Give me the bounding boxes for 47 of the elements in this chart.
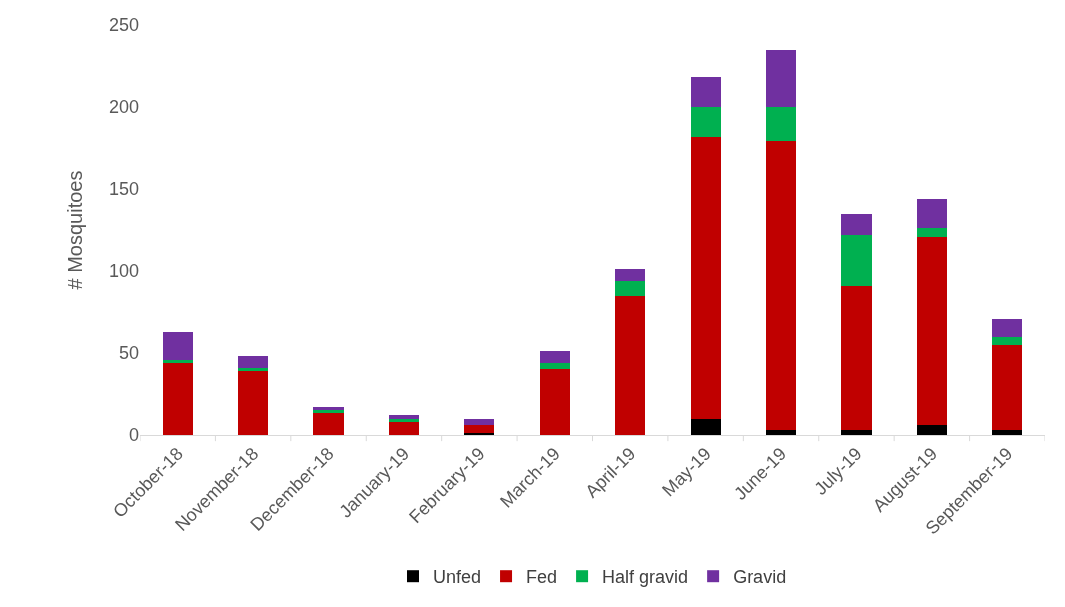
legend-label: Fed [526,567,558,588]
bar [539,351,570,363]
bar [464,425,495,434]
y-tick-label: 250 [108,15,139,36]
bar [992,430,1023,435]
y-tick-label: 50 [118,343,139,364]
bar [313,412,344,435]
y-tick-label: 0 [128,425,139,446]
bar [464,418,495,426]
bar [615,295,646,435]
bar [765,141,797,431]
bar [539,369,570,435]
bar [841,430,872,435]
bar [916,236,947,426]
y-axis-title: # Mosquitoes [64,170,87,290]
bar [238,356,269,368]
y-tick-label: 150 [108,179,139,200]
bar [841,213,872,235]
bar [916,198,947,229]
legend-label: Half gravid [602,567,689,588]
bar [765,430,797,435]
bar [765,49,797,107]
bar [690,77,721,107]
bar [690,136,721,419]
bar [539,362,570,370]
bar [841,285,872,431]
bar [841,234,872,286]
bar [992,344,1023,431]
bar [388,421,420,435]
legend-label: Unfed [433,567,482,588]
bar [162,362,193,435]
bar [162,359,193,363]
bar [916,425,947,435]
y-tick-label: 100 [108,261,139,282]
bar [615,269,646,281]
bar [238,371,269,435]
bar [615,280,646,296]
bar [238,367,269,372]
bar [992,336,1023,345]
bar [765,107,797,142]
y-tick-label: 200 [108,97,139,118]
legend-label: Gravid [733,567,787,588]
bar [916,228,947,237]
bar [992,318,1023,337]
bar [162,331,193,360]
bar [690,107,721,137]
bar [690,418,721,435]
